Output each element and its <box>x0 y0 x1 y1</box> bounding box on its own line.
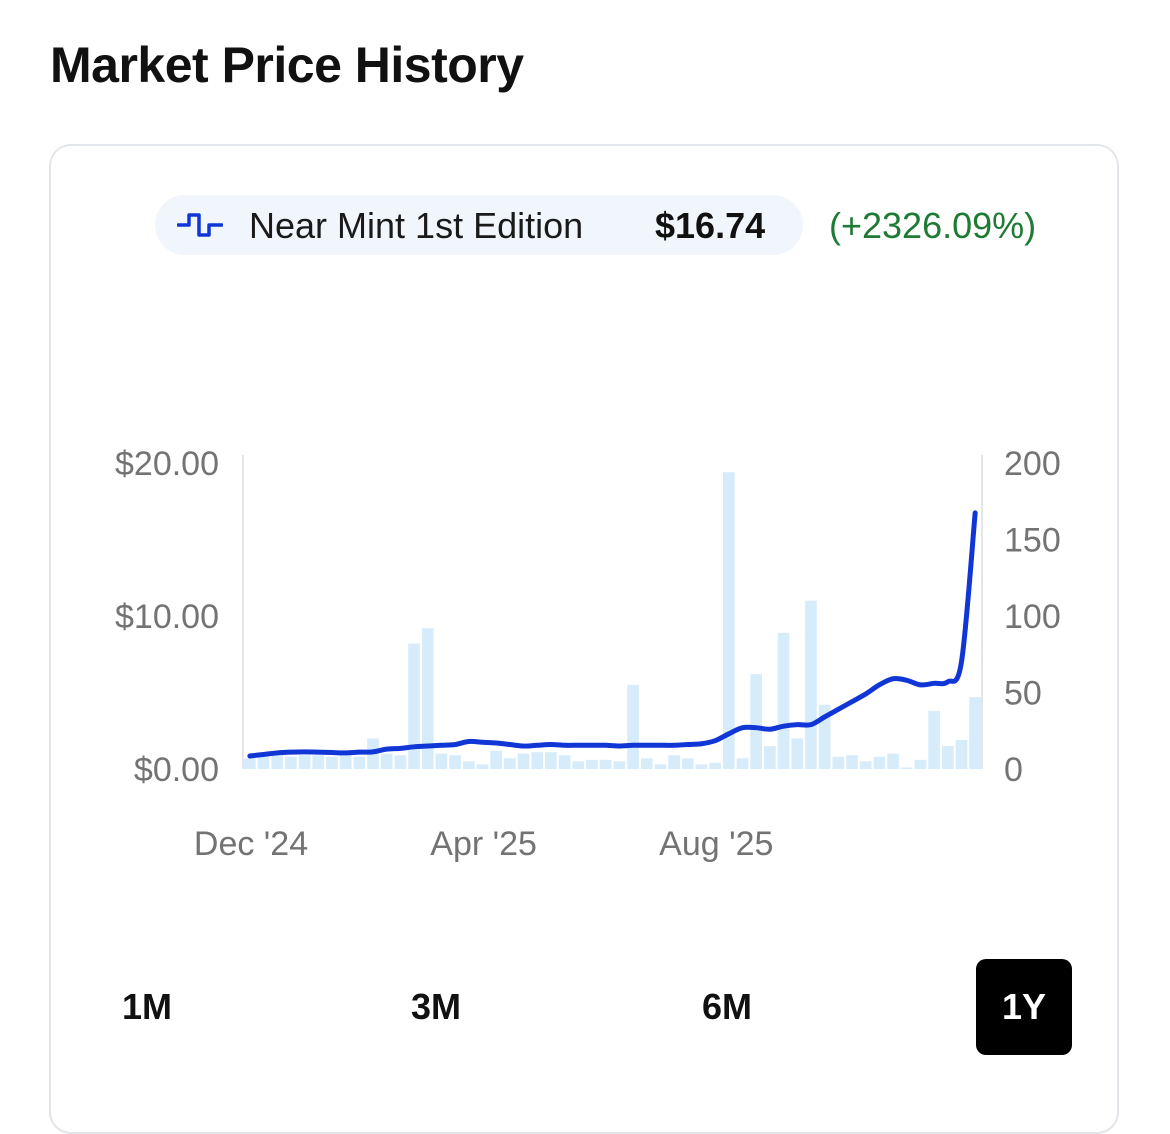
volume-bar <box>285 756 297 769</box>
volume-bar <box>859 761 872 769</box>
range-button-3m[interactable]: 3M <box>388 959 484 1055</box>
volume-bar <box>613 761 626 769</box>
volume-bar <box>777 632 790 769</box>
volume-bar <box>941 746 954 769</box>
volume-bar <box>599 759 612 769</box>
volume-bar <box>887 753 899 769</box>
volume-bar <box>818 704 831 769</box>
x-axis-tick-label: Aug '25 <box>659 825 773 863</box>
volume-bar <box>257 756 270 769</box>
volume-bar <box>832 756 845 769</box>
right-axis-tick-label: 100 <box>1004 598 1061 636</box>
volume-bar <box>969 697 981 769</box>
volume-bar <box>846 755 858 769</box>
volume-bar <box>545 752 557 769</box>
price-volume-chart: $0.00 $10.00 $20.00 0 50 100 150 200 Dec '24 Ap… <box>115 445 1061 863</box>
right-axis-tick-label: 0 <box>1004 751 1023 789</box>
left-axis-ticks: $0.00 $10.00 $20.00 <box>115 445 219 789</box>
volume-bar <box>900 767 913 769</box>
volume-bar <box>627 684 639 769</box>
volume-bar <box>764 746 776 769</box>
volume-bar <box>394 755 407 769</box>
volume-bar <box>695 764 708 769</box>
left-axis-tick-label: $10.00 <box>115 598 219 636</box>
volume-bar <box>586 759 598 769</box>
right-axis-tick-label: 50 <box>1004 675 1042 713</box>
volume-bar <box>681 758 694 769</box>
chart-axes <box>242 455 983 769</box>
volume-bar <box>805 600 817 769</box>
current-price: $16.74 <box>655 205 766 246</box>
volume-bar <box>462 761 475 769</box>
page-title: Market Price History <box>50 37 524 93</box>
left-axis-tick-label: $20.00 <box>115 445 219 483</box>
volume-bar <box>640 758 653 769</box>
price-change-percent: (+2326.09%) <box>829 205 1037 246</box>
volume-bar <box>312 755 325 769</box>
range-button-1y[interactable]: 1Y <box>976 959 1072 1055</box>
volume-bar <box>928 710 940 769</box>
volume-bar <box>873 756 886 769</box>
right-axis-ticks: 0 50 100 150 200 <box>1004 445 1061 789</box>
volume-bar <box>572 761 585 769</box>
range-button-1m[interactable]: 1M <box>99 959 195 1055</box>
volume-bar <box>750 674 763 769</box>
volume-bar <box>421 628 434 769</box>
volume-bar <box>504 758 516 769</box>
volume-bar <box>531 752 544 769</box>
volume-bar <box>490 750 503 769</box>
volume-bar <box>476 764 489 769</box>
series-label: Near Mint 1st Edition <box>249 205 584 246</box>
volume-bar <box>353 756 366 769</box>
volume-bar <box>435 753 448 769</box>
volume-bar <box>408 643 420 769</box>
range-button-6m[interactable]: 6M <box>679 959 775 1055</box>
volume-bar <box>791 738 804 769</box>
x-axis-tick-label: Apr '25 <box>430 825 537 863</box>
volume-bar <box>722 472 735 769</box>
left-axis-tick-label: $0.00 <box>134 751 219 789</box>
right-axis-tick-label: 150 <box>1004 522 1061 560</box>
price-line <box>247 510 978 759</box>
volume-bar <box>326 756 338 769</box>
volume-bar <box>449 755 461 769</box>
volume-bar <box>709 762 721 769</box>
volume-bars <box>244 472 981 769</box>
volume-bar <box>517 753 530 769</box>
volume-bar <box>654 764 667 769</box>
volume-bar <box>955 739 968 769</box>
price-history-card: Near Mint 1st Edition $16.74 (+2326.09%)… <box>49 144 1119 1134</box>
volume-bar <box>298 755 311 769</box>
volume-bar <box>244 758 256 769</box>
x-axis-ticks: Dec '24 Apr '25 Aug '25 <box>194 825 774 863</box>
volume-bar <box>339 755 352 769</box>
volume-bar <box>668 755 680 769</box>
right-axis-tick-label: 200 <box>1004 445 1061 483</box>
volume-bar <box>271 755 284 769</box>
x-axis-tick-label: Dec '24 <box>194 825 308 863</box>
volume-bar <box>380 753 393 769</box>
volume-bar <box>736 758 749 769</box>
volume-bar <box>914 759 927 769</box>
series-legend[interactable]: Near Mint 1st Edition $16.74 <box>155 195 803 255</box>
volume-bar <box>558 755 571 769</box>
step-line-icon <box>177 213 223 237</box>
